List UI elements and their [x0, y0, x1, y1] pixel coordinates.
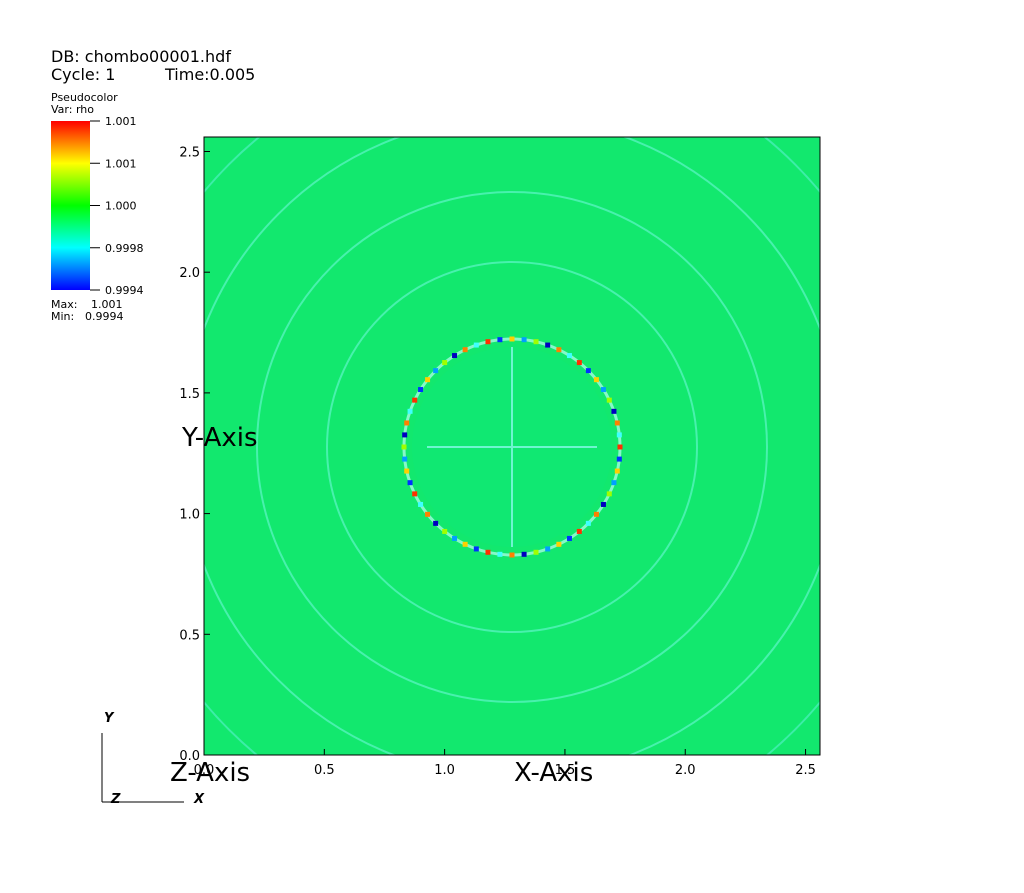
db-name: DB: chombo00001.hdf	[51, 47, 231, 66]
edge-cell	[497, 551, 503, 557]
colorbar-tick-label: 0.9994	[105, 284, 144, 297]
colorbar-tick-label: 1.001	[105, 115, 137, 128]
y-tick-label: 1.0	[179, 508, 200, 523]
edge-cell	[442, 360, 448, 366]
edge-cell	[509, 552, 515, 558]
edge-cell	[485, 549, 491, 555]
max-label: Max:	[51, 298, 77, 311]
max-value: 1.001	[91, 298, 123, 311]
edge-cell	[617, 444, 623, 450]
edge-cell	[485, 339, 491, 345]
min-label: Min:	[51, 310, 74, 323]
edge-cell	[616, 432, 622, 438]
z-axis-title: Z-Axis	[170, 758, 250, 788]
edge-cell	[593, 377, 599, 383]
edge-cell	[533, 549, 539, 555]
x-tick-label: 0.0	[194, 763, 215, 778]
edge-cell	[412, 491, 418, 497]
cycle: Cycle: 1	[51, 65, 115, 84]
edge-cell	[611, 408, 617, 414]
edge-cell	[521, 337, 527, 343]
edge-cell	[545, 342, 551, 348]
x-tick-label: 1.0	[434, 763, 455, 778]
legend-variable: Var: rho	[51, 103, 94, 116]
edge-cell	[545, 546, 551, 552]
x-axis-title: X-Axis	[514, 758, 593, 788]
y-tick-label: 0.5	[179, 628, 200, 643]
triad-z-label: Z	[110, 792, 121, 807]
edge-cell	[425, 377, 431, 383]
colorbar-tick-label: 0.9998	[105, 242, 144, 255]
time: Time:0.005	[164, 65, 255, 84]
colorbar	[51, 121, 90, 290]
edge-cell	[533, 339, 539, 345]
edge-cell	[452, 535, 458, 541]
edge-cell	[442, 528, 448, 534]
x-tick-label: 2.0	[675, 763, 696, 778]
wave-front	[326, 261, 698, 633]
x-tick-label: 2.5	[795, 763, 816, 778]
edge-cell	[407, 408, 413, 414]
edge-cell	[407, 480, 413, 486]
edge-cell	[521, 551, 527, 557]
colorbar-tick-label: 1.000	[105, 200, 137, 213]
colorbar-tick-label: 1.001	[105, 157, 137, 170]
edge-cell	[606, 397, 612, 403]
edge-cell	[576, 360, 582, 366]
edge-cell	[404, 420, 410, 426]
edge-cell	[566, 353, 572, 359]
edge-cell	[497, 337, 503, 343]
edge-cell	[614, 468, 620, 474]
edge-cell	[412, 397, 418, 403]
edge-cell	[585, 520, 591, 526]
edge-cell	[600, 501, 606, 507]
edge-cell	[566, 535, 572, 541]
edge-cell	[452, 353, 458, 359]
edge-cell	[433, 368, 439, 374]
edge-cell	[614, 420, 620, 426]
y-tick-label: 0.0	[179, 749, 200, 764]
y-tick-label: 2.5	[179, 145, 200, 160]
triad-y-label: Y	[104, 711, 115, 726]
edge-cell	[600, 387, 606, 393]
edge-cell	[433, 520, 439, 526]
y-axis-title: Y-Axis	[181, 423, 258, 453]
edge-cell	[462, 541, 468, 547]
edge-cell	[556, 347, 562, 353]
edge-cell	[418, 501, 424, 507]
edge-cell	[401, 444, 407, 450]
x-tick-label: 1.5	[555, 763, 576, 778]
field	[204, 137, 820, 755]
wave-front	[256, 191, 768, 703]
x-tick-label: 0.5	[314, 763, 335, 778]
y-tick-label: 2.0	[179, 266, 200, 281]
edge-cell	[611, 480, 617, 486]
edge-cell	[593, 511, 599, 517]
edge-cell	[404, 468, 410, 474]
edge-cell	[585, 368, 591, 374]
legend-title: Pseudocolor	[51, 91, 118, 104]
edge-cell	[418, 387, 424, 393]
edge-cell	[402, 432, 408, 438]
min-value: 0.9994	[85, 310, 124, 323]
edge-cell	[402, 456, 408, 462]
edge-cell	[462, 347, 468, 353]
edge-cell	[616, 456, 622, 462]
edge-cell	[509, 336, 515, 342]
edge-cell	[473, 546, 479, 552]
edge-cell	[556, 541, 562, 547]
plot-frame	[203, 136, 821, 756]
y-tick-label: 1.5	[179, 387, 200, 402]
triad-x-label: X	[193, 792, 205, 807]
edge-cell	[473, 342, 479, 348]
edge-cell	[606, 491, 612, 497]
edge-cell	[425, 511, 431, 517]
edge-cell	[576, 528, 582, 534]
